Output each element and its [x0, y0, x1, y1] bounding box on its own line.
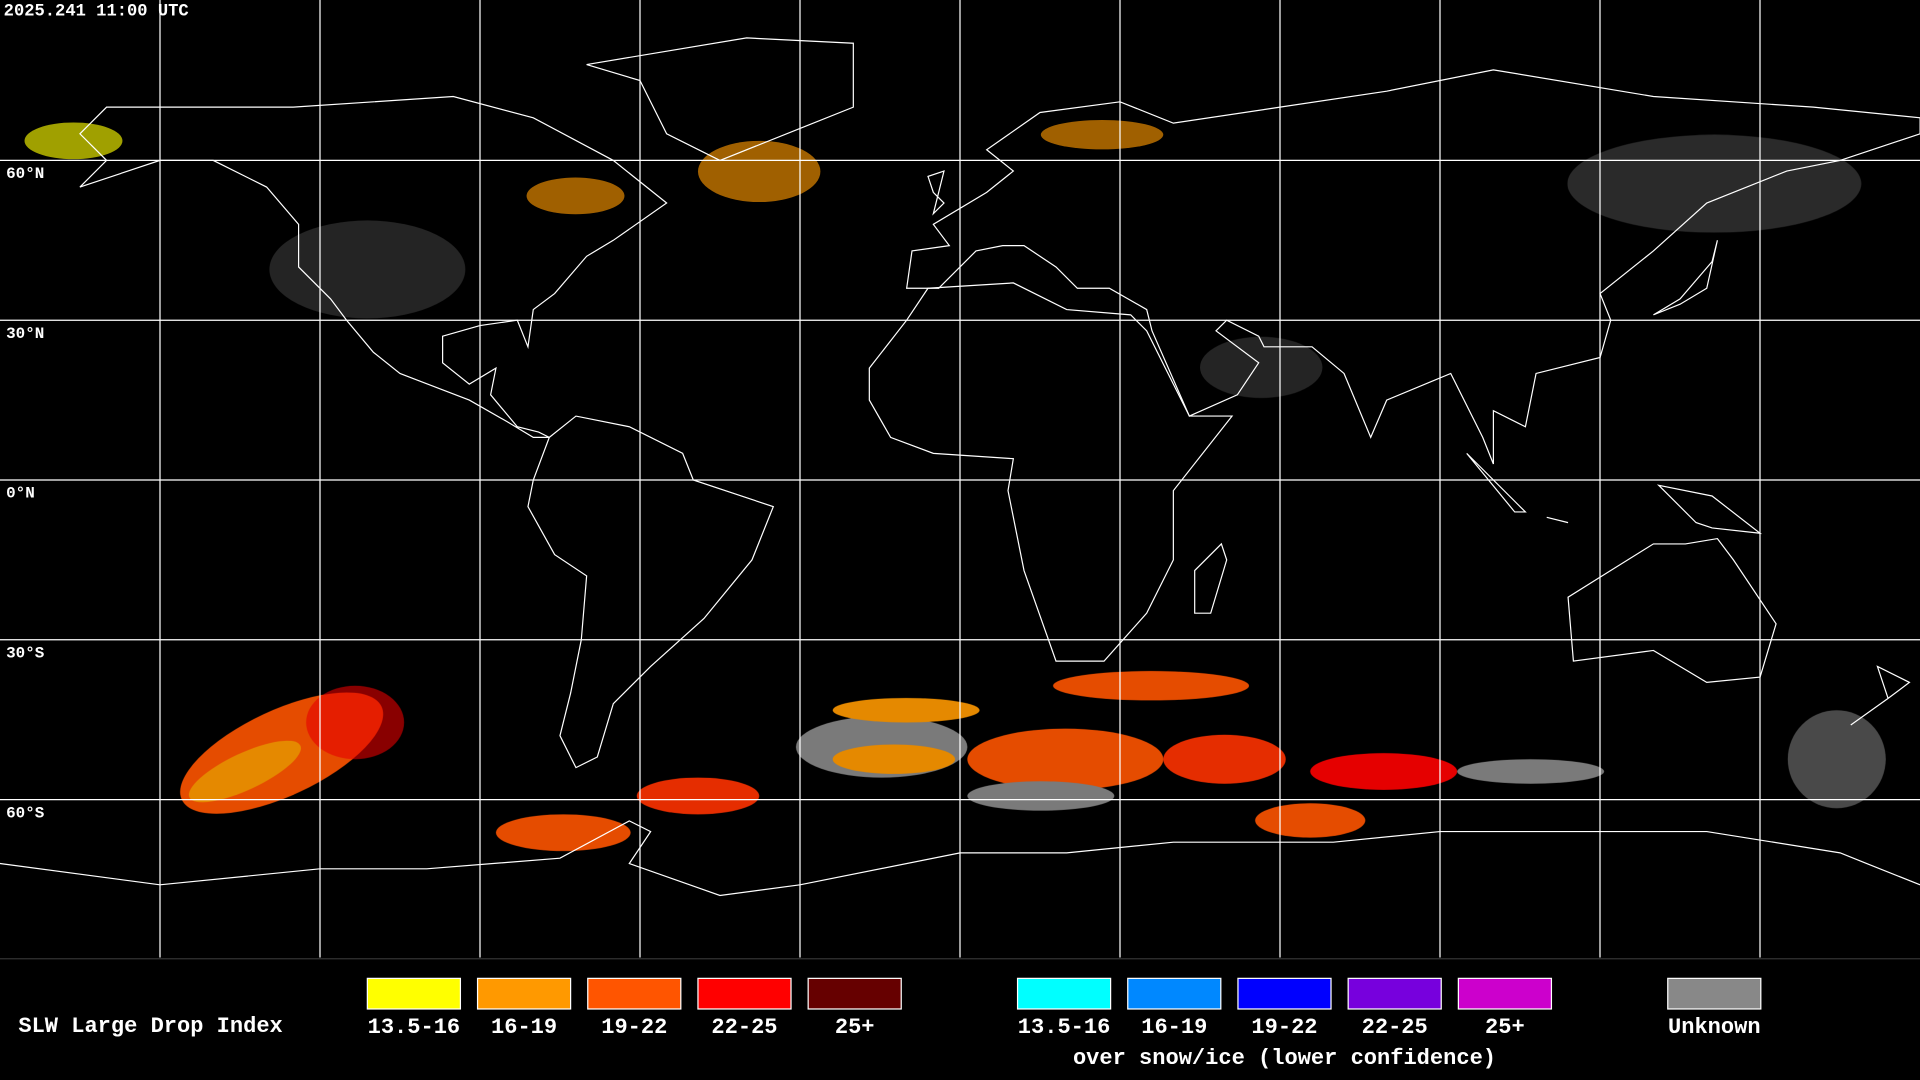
latitude-label: 0°N	[6, 485, 35, 503]
legend-swatch	[1347, 977, 1442, 1010]
legend-label: Unknown	[1668, 1015, 1761, 1040]
legend-label: 13.5-16	[368, 1015, 461, 1040]
timestamp: 2025.241 11:00 UTC	[4, 3, 189, 22]
legend-caption: over snow/ice (lower confidence)	[1073, 1046, 1496, 1071]
legend-swatch	[1127, 977, 1222, 1010]
legend-label: 19-22	[1251, 1015, 1317, 1040]
legend: 13.5-16 16-19 19-22 22-25 25+ 13.5-16 16-19 19-…	[366, 977, 1762, 1071]
legend-swatch	[587, 977, 682, 1010]
legend-label: 25+	[835, 1015, 875, 1040]
legend-title: SLW Large Drop Index	[18, 1014, 282, 1039]
latitude-label: 60°S	[6, 804, 45, 822]
legend-swatch	[807, 977, 902, 1010]
latitude-label: 30°N	[6, 325, 44, 343]
legend-label: 16-19	[1141, 1015, 1207, 1040]
legend-swatch	[1237, 977, 1332, 1010]
legend-swatch	[1457, 977, 1553, 1010]
legend-swatch	[1016, 977, 1112, 1010]
latitude-label: 30°S	[6, 644, 45, 662]
legend-label: 22-25	[711, 1015, 777, 1040]
legend-label: 19-22	[601, 1015, 667, 1040]
legend-label: 25+	[1485, 1015, 1525, 1040]
legend-swatch	[476, 977, 572, 1010]
graticule: 60°N 30°N 0°N 30°S 60°S	[0, 0, 1920, 958]
latitude-label: 60°N	[6, 165, 44, 183]
legend-label: 16-19	[491, 1015, 557, 1040]
cloud-patches	[24, 120, 1886, 852]
legend-swatch	[366, 977, 462, 1010]
legend-label: 13.5-16	[1018, 1015, 1111, 1040]
coastlines	[0, 38, 1920, 896]
legend-label: 22-25	[1362, 1015, 1428, 1040]
legend-swatch	[697, 977, 792, 1010]
legend-swatch	[1667, 977, 1762, 1010]
